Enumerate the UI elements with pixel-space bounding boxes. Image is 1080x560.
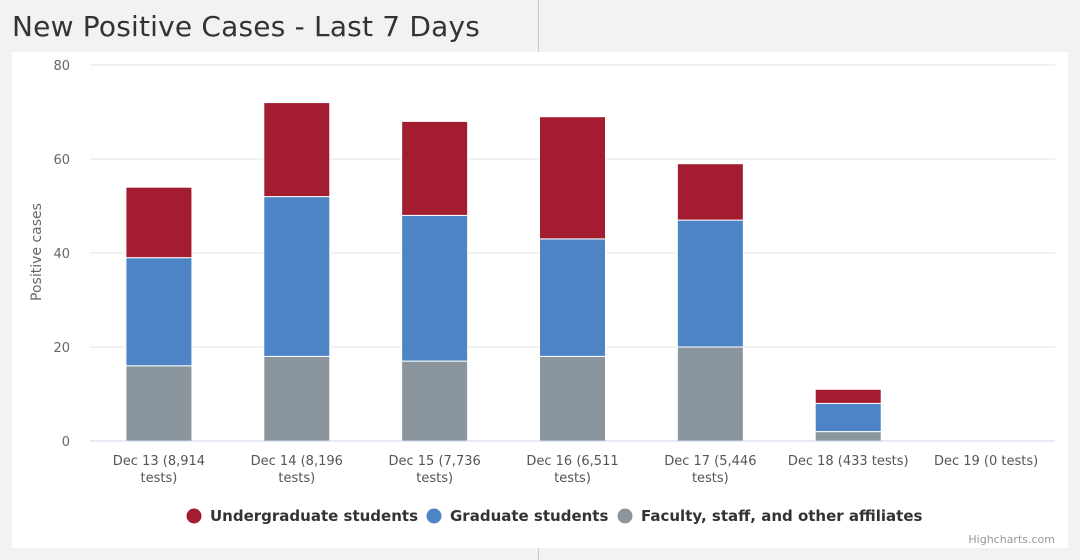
bar-stack xyxy=(263,102,331,442)
y-tick-label: 60 xyxy=(53,153,70,168)
y-axis-ticks: 0 20 40 60 80 xyxy=(53,59,70,450)
bar-segment[interactable] xyxy=(263,355,331,442)
chart-panel: 0 20 40 60 80 Positive cases Dec 13 (8,914 te… xyxy=(12,52,1068,548)
x-tick-label: Dec 18 (433 tests) xyxy=(788,454,909,469)
page-title: New Positive Cases - Last 7 Days xyxy=(12,10,481,43)
legend-item[interactable]: Faculty, staff, and other affiliates xyxy=(617,507,923,525)
y-tick-label: 40 xyxy=(53,247,70,262)
bar-segment[interactable] xyxy=(401,214,469,362)
x-tick-label: Dec 13 (8,914 tests) xyxy=(113,454,205,486)
bar-segment[interactable] xyxy=(814,431,882,442)
bar-segment[interactable] xyxy=(263,196,331,357)
x-tick-label: Dec 16 (6,511 tests) xyxy=(526,454,618,486)
bar-segment[interactable] xyxy=(263,102,331,198)
bar-segment[interactable] xyxy=(401,120,469,216)
bar-segment[interactable] xyxy=(676,219,744,348)
legend-label: Graduate students xyxy=(450,507,608,525)
bar-segment[interactable] xyxy=(125,257,193,367)
x-tick-label: Dec 17 (5,446 tests) xyxy=(664,454,756,486)
bar-segment[interactable] xyxy=(539,355,606,442)
legend-item[interactable]: Graduate students xyxy=(426,507,609,525)
bar-segment[interactable] xyxy=(125,365,193,442)
y-tick-label: 20 xyxy=(53,341,70,356)
y-tick-label: 80 xyxy=(53,59,70,74)
bar-segment[interactable] xyxy=(676,163,744,221)
legend-item[interactable]: Undergraduate students xyxy=(186,507,419,525)
bar-segment[interactable] xyxy=(539,238,606,357)
bar-segment[interactable] xyxy=(539,116,606,240)
bars xyxy=(125,102,882,442)
x-tick-label: Dec 15 (7,736 tests) xyxy=(389,454,481,486)
x-tick-label: Dec 14 (8,196 tests) xyxy=(251,454,343,486)
legend-marker xyxy=(186,508,202,524)
legend: Undergraduate students Graduate students F… xyxy=(186,507,923,525)
highcharts-credits[interactable]: Highcharts.com xyxy=(968,533,1055,546)
bar-stack xyxy=(539,116,606,442)
bar-stack xyxy=(401,120,469,442)
legend-marker xyxy=(426,508,442,524)
legend-label: Undergraduate students xyxy=(210,507,418,525)
x-tick-label: Dec 19 (0 tests) xyxy=(934,454,1038,469)
y-tick-label: 0 xyxy=(62,435,70,450)
legend-label: Faculty, staff, and other affiliates xyxy=(641,507,923,525)
y-axis-label: Positive cases xyxy=(29,203,45,301)
legend-marker xyxy=(617,508,633,524)
bar-segment[interactable] xyxy=(125,186,193,259)
bar-segment[interactable] xyxy=(676,346,744,442)
bar-segment[interactable] xyxy=(814,388,882,404)
x-axis-ticks: Dec 13 (8,914 tests) Dec 14 (8,196 tests) De… xyxy=(113,454,1038,486)
bar-stack xyxy=(125,186,193,442)
bar-stack xyxy=(814,388,882,442)
bar-segment[interactable] xyxy=(401,360,469,442)
bar-stack xyxy=(676,163,744,442)
stacked-bar-chart: 0 20 40 60 80 Positive cases Dec 13 (8,914 te… xyxy=(29,59,1055,546)
bar-segment[interactable] xyxy=(814,402,882,433)
